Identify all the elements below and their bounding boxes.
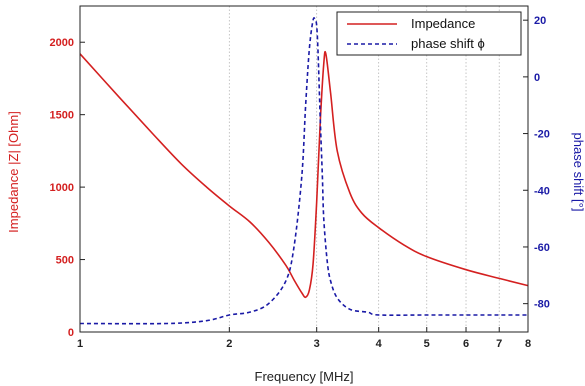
legend: Impedance phase shift ϕ xyxy=(336,11,522,56)
legend-label-phase: phase shift ϕ xyxy=(411,36,485,51)
plot-frame xyxy=(79,5,529,333)
legend-label-impedance: Impedance xyxy=(411,16,475,31)
left-y-axis-label: Impedance |Z| [Ohm] xyxy=(6,111,21,233)
left-y-tick-label-1500: 1500 xyxy=(50,110,74,122)
right-y-axis-label: phase shift [°] xyxy=(571,133,585,212)
left-y-tick-label-1000: 1000 xyxy=(50,182,74,194)
legend-box xyxy=(336,11,522,56)
left-y-tick-label-0: 0 xyxy=(68,327,74,339)
right-y-tick-label--40: -40 xyxy=(534,185,550,197)
x-axis-label: Frequency [MHz] xyxy=(255,369,354,384)
x-tick-label-3: 3 xyxy=(314,338,320,350)
x-tick-label-7: 7 xyxy=(496,338,502,350)
right-y-tick-label-20: 20 xyxy=(534,15,546,27)
impedance-line xyxy=(79,50,529,299)
x-tick-label-1: 1 xyxy=(77,338,83,350)
right-y-tick-label--20: -20 xyxy=(534,129,550,141)
series-lines xyxy=(79,17,529,325)
x-tick-label-8: 8 xyxy=(525,338,531,350)
right-y-tick-label--60: -60 xyxy=(534,242,550,254)
right-y-tick-label-0: 0 xyxy=(534,72,540,84)
x-tick-label-2: 2 xyxy=(226,338,232,350)
x-tick-label-6: 6 xyxy=(463,338,469,350)
left-y-tick-label-500: 500 xyxy=(56,255,74,267)
x-tick-label-4: 4 xyxy=(376,338,383,350)
right-y-tick-label--80: -80 xyxy=(534,299,550,311)
axis-ticks: 1 2 3 4 5 6 7 8 0 500 1000 1500 2000 20 0 -20 -40 -60 -80 xyxy=(50,15,550,350)
left-y-tick-label-2000: 2000 xyxy=(50,37,74,49)
x-tick-label-5: 5 xyxy=(424,338,430,350)
phase-shift-line xyxy=(79,17,528,325)
